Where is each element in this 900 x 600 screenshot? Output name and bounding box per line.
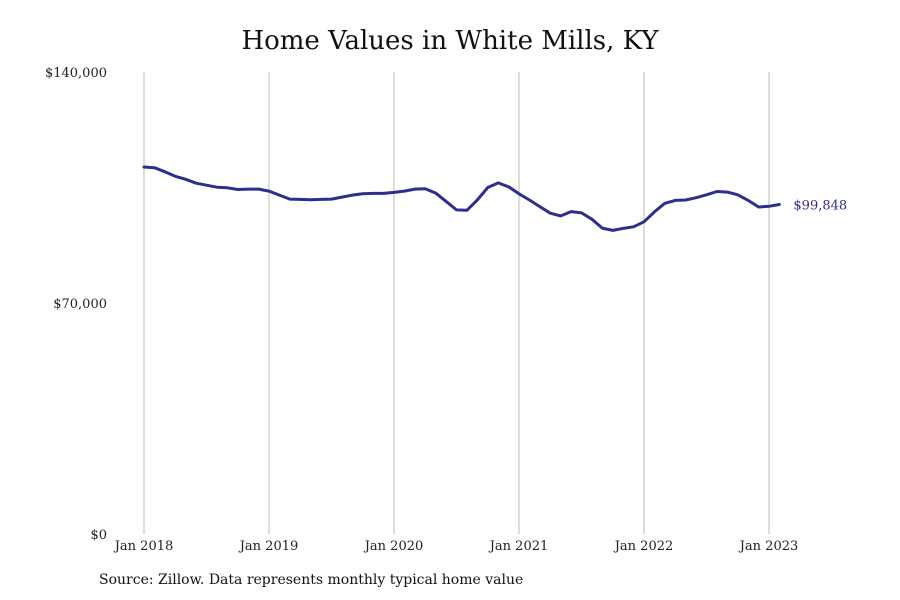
y-tick-label: $70,000 [53,297,107,312]
series-layer [142,165,781,232]
series-line [142,165,781,232]
y-tick-label: $0 [90,528,107,543]
y-axis-ticks: $140,000 $70,000 $0 [45,66,107,543]
x-tick-label: Jan 2023 [738,539,799,554]
end-value-label: $99,848 [793,199,847,214]
x-tick-label: Jan 2019 [238,539,299,554]
y-tick-label: $140,000 [45,66,107,81]
x-tick-label: Jan 2020 [363,539,424,554]
x-tick-label: Jan 2018 [113,539,174,554]
x-tick-label: Jan 2021 [488,539,549,554]
chart-title: Home Values in White Mills, KY [241,26,659,56]
x-tick-label: Jan 2022 [613,539,674,554]
grid-lines [143,72,770,534]
end-label-layer: $99,848 [793,199,847,214]
source-note: Source: Zillow. Data represents monthly … [99,572,524,588]
x-axis-ticks: Jan 2018 Jan 2019 Jan 2020 Jan 2021 Jan 2022… [113,539,799,554]
